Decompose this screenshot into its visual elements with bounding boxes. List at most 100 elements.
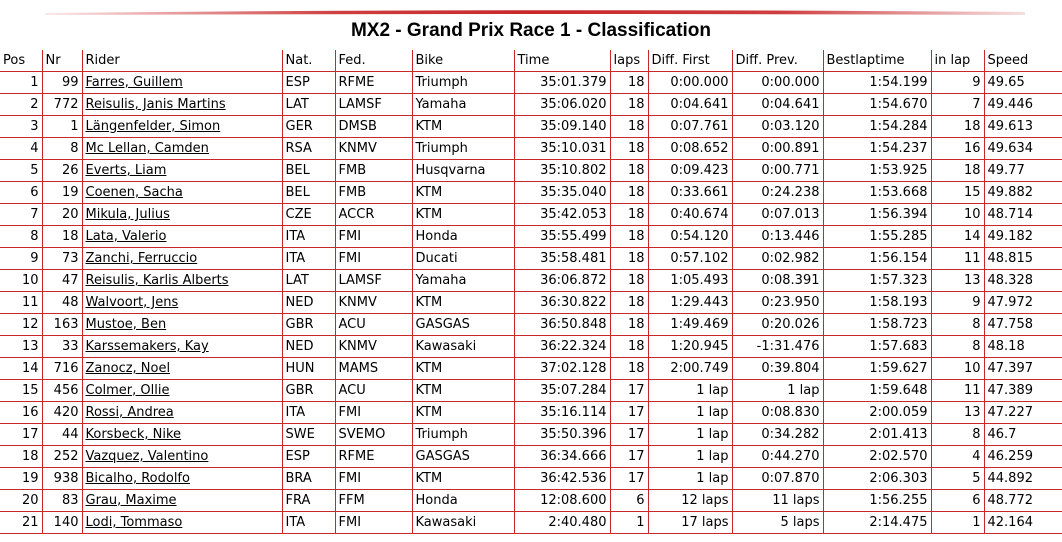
rider-link[interactable]: Colmer, Ollie (85, 383, 170, 398)
cell-fed: FMI (334, 401, 412, 424)
cell-in-lap: 13 (930, 269, 984, 292)
cell-diff-prev: 0:02.982 (731, 247, 823, 270)
cell-in-lap: 9 (930, 291, 984, 314)
table-row: 7 20 Mikula, Julius CZE ACCR KTM 35:42.053 18 0:… (0, 203, 1062, 226)
cell-diff-prev: 0:07.870 (731, 467, 823, 490)
cell-diff-prev: 0:03.120 (731, 115, 823, 138)
cell-time: 36:34.666 (513, 445, 610, 468)
cell-rider: Mc Lellan, Camden (81, 137, 282, 160)
rider-link[interactable]: Lata, Valerio (85, 229, 167, 244)
cell-bike: KTM (411, 291, 514, 314)
rider-link[interactable]: Reisulis, Janis Martins (85, 97, 226, 112)
cell-nat: ESP (281, 71, 335, 94)
cell-diff-prev: 1 lap (731, 379, 823, 402)
cell-bike: KTM (411, 115, 514, 138)
cell-laps: 18 (609, 137, 648, 160)
table-row: 21 140 Lodi, Tommaso ITA FMI Kawasaki 2:40.480… (0, 511, 1062, 534)
cell-diff-first: 0:33.661 (647, 181, 732, 204)
cell-speed: 48.328 (983, 269, 1062, 292)
cell-time: 36:50.848 (513, 313, 610, 336)
cell-nr: 1 (41, 115, 82, 138)
cell-pos: 5 (0, 159, 42, 182)
cell-diff-first: 1 lap (647, 467, 732, 490)
rider-link[interactable]: Zanocz, Noel (85, 361, 171, 376)
table-body: 1 99 Farres, Guillem ESP RFME Triumph 35:01.37… (0, 71, 1062, 534)
cell-bike: Ducati (411, 247, 514, 270)
rider-link[interactable]: Mc Lellan, Camden (85, 141, 209, 156)
cell-nat: FRA (281, 489, 335, 512)
cell-bestlaptime: 1:59.627 (822, 357, 931, 380)
cell-speed: 47.758 (983, 313, 1062, 336)
cell-nr: 140 (41, 511, 82, 534)
rider-link[interactable]: Farres, Guillem (85, 75, 183, 90)
cell-speed: 42.164 (983, 511, 1062, 534)
cell-speed: 44.892 (983, 467, 1062, 490)
table-row: 20 83 Grau, Maxime FRA FFM Honda 12:08.600 6 12 … (0, 489, 1062, 512)
rider-link[interactable]: Zanchi, Ferruccio (85, 251, 198, 266)
cell-bestlaptime: 1:53.925 (822, 159, 931, 182)
cell-speed: 49.613 (983, 115, 1062, 138)
cell-diff-prev: 0:13.446 (731, 225, 823, 248)
rider-link[interactable]: Bicalho, Rodolfo (85, 471, 190, 486)
cell-rider: Lodi, Tommaso (81, 511, 282, 534)
cell-time: 35:50.396 (513, 423, 610, 446)
cell-laps: 18 (609, 269, 648, 292)
cell-diff-prev: 0:08.391 (731, 269, 823, 292)
rider-link[interactable]: Grau, Maxime (85, 493, 177, 508)
cell-laps: 17 (609, 379, 648, 402)
cell-rider: Vazquez, Valentino (81, 445, 282, 468)
cell-fed: KNMV (334, 137, 412, 160)
cell-nat: BEL (281, 181, 335, 204)
cell-speed: 47.389 (983, 379, 1062, 402)
rider-link[interactable]: Vazquez, Valentino (85, 449, 209, 464)
table-row: 13 33 Karssemakers, Kay NED KNMV Kawasaki 36:2… (0, 335, 1062, 358)
rider-link[interactable]: Reisulis, Karlis Alberts (85, 273, 229, 288)
cell-speed: 48.714 (983, 203, 1062, 226)
rider-link[interactable]: Mikula, Julius (85, 207, 170, 222)
cell-diff-prev: 0:08.830 (731, 401, 823, 424)
cell-pos: 7 (0, 203, 42, 226)
cell-nat: GER (281, 115, 335, 138)
cell-diff-first: 0:57.102 (647, 247, 732, 270)
cell-nat: ITA (281, 247, 335, 270)
cell-nat: NED (281, 335, 335, 358)
cell-laps: 6 (609, 489, 648, 512)
cell-pos: 13 (0, 335, 42, 358)
rider-link[interactable]: Rossi, Andrea (85, 405, 174, 420)
cell-speed: 49.65 (983, 71, 1062, 94)
cell-bestlaptime: 2:06.303 (822, 467, 931, 490)
cell-time: 36:30.822 (513, 291, 610, 314)
cell-diff-prev: 0:00.891 (731, 137, 823, 160)
cell-pos: 19 (0, 467, 42, 490)
cell-nat: GBR (281, 379, 335, 402)
rider-link[interactable]: Karssemakers, Kay (85, 339, 209, 354)
cell-in-lap: 8 (930, 423, 984, 446)
cell-in-lap: 6 (930, 489, 984, 512)
cell-pos: 11 (0, 291, 42, 314)
rider-link[interactable]: Korsbeck, Nike (85, 427, 182, 442)
cell-bike: KTM (411, 379, 514, 402)
cell-bike: Triumph (411, 423, 514, 446)
cell-in-lap: 10 (930, 203, 984, 226)
rider-link[interactable]: Everts, Liam (85, 163, 167, 178)
cell-speed: 47.227 (983, 401, 1062, 424)
rider-link[interactable]: Coenen, Sacha (85, 185, 183, 200)
rider-link[interactable]: Lodi, Tommaso (85, 515, 183, 530)
cell-nat: LAT (281, 93, 335, 116)
cell-bike: KTM (411, 401, 514, 424)
cell-laps: 18 (609, 357, 648, 380)
table-row: 9 73 Zanchi, Ferruccio ITA FMI Ducati 35:58.48… (0, 247, 1062, 270)
cell-bestlaptime: 1:55.285 (822, 225, 931, 248)
rider-link[interactable]: Walvoort, Jens (85, 295, 179, 310)
cell-nr: 20 (41, 203, 82, 226)
rider-link[interactable]: Längenfelder, Simon (85, 119, 221, 134)
cell-nat: BRA (281, 467, 335, 490)
cell-laps: 17 (609, 401, 648, 424)
cell-diff-first: 1 lap (647, 401, 732, 424)
cell-nr: 420 (41, 401, 82, 424)
rider-link[interactable]: Mustoe, Ben (85, 317, 167, 332)
cell-diff-first: 0:07.761 (647, 115, 732, 138)
cell-nr: 18 (41, 225, 82, 248)
cell-bike: Husqvarna (411, 159, 514, 182)
cell-time: 37:02.128 (513, 357, 610, 380)
